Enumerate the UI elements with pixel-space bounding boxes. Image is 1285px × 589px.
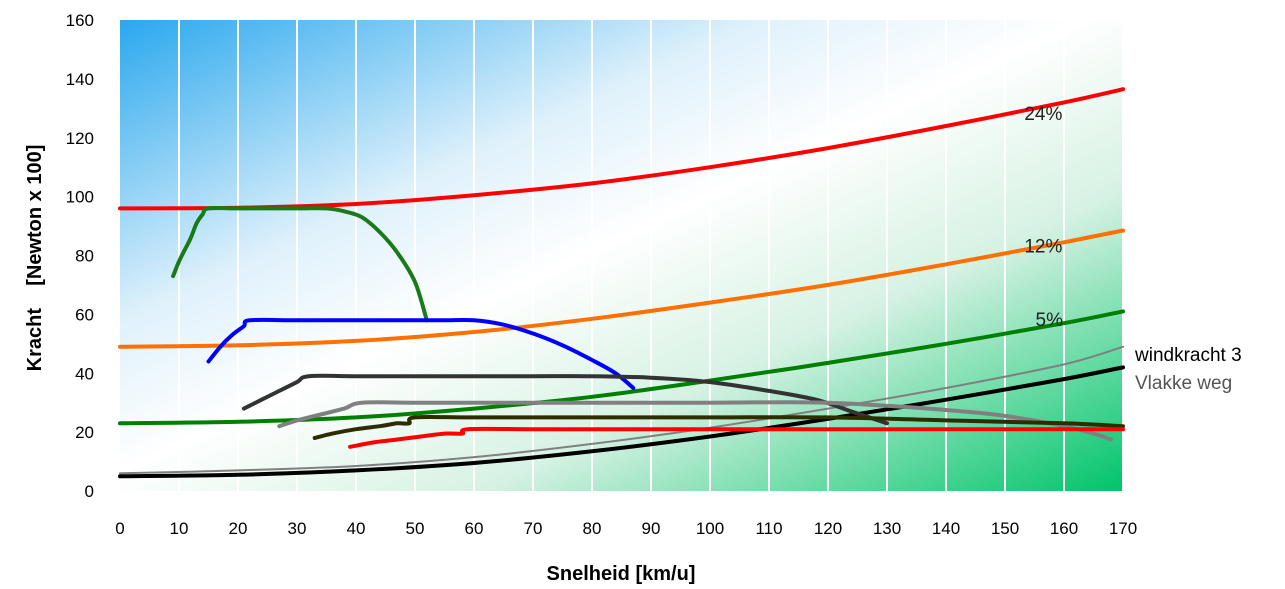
y-tick-label: 160 (66, 11, 94, 30)
x-tick-label: 70 (524, 519, 543, 538)
side-labels: windkracht 3 Vlakke weg (1134, 345, 1242, 394)
y-tick-label: 120 (66, 129, 94, 148)
y-tick-label: 80 (75, 247, 94, 266)
curve-label: 24% (1024, 104, 1062, 125)
x-tick-label: 170 (1109, 519, 1137, 538)
y-tick-label: 20 (75, 423, 94, 442)
x-tick-label: 10 (170, 519, 189, 538)
x-tick-label: 40 (347, 519, 366, 538)
x-tick-label: 90 (642, 519, 661, 538)
y-tick-label: 0 (85, 482, 94, 501)
curve-label: 12% (1024, 237, 1062, 258)
x-tick-label: 160 (1050, 519, 1078, 538)
y-tick-label: 60 (75, 305, 94, 324)
x-tick-label: 50 (406, 519, 425, 538)
x-tick-label: 0 (115, 519, 124, 538)
x-tick-label: 30 (288, 519, 307, 538)
x-tick-label: 140 (932, 519, 960, 538)
curve-label: 5% (1036, 310, 1064, 331)
x-tick-label: 120 (814, 519, 842, 538)
x-axis-ticks: 0 10 20 30 40 50 60 70 80 90 100 110 120 130 140 150 160… (115, 519, 1137, 538)
x-tick-label: 60 (465, 519, 484, 538)
side-label: Vlakke weg (1135, 373, 1232, 394)
x-tick-label: 130 (873, 519, 901, 538)
x-tick-label: 100 (696, 519, 724, 538)
x-axis-title: Snelheid [km/u] (547, 563, 696, 585)
y-axis-ticks: 0 20 40 60 80 100 120 140 160 (66, 11, 94, 501)
x-tick-label: 20 (229, 519, 248, 538)
side-label: windkracht 3 (1134, 345, 1242, 366)
y-tick-label: 100 (66, 188, 94, 207)
y-axis-title: Kracht [Newton x 100] (24, 145, 46, 372)
y-tick-label: 40 (75, 364, 94, 383)
x-tick-label: 150 (991, 519, 1019, 538)
y-tick-label: 140 (66, 70, 94, 89)
x-tick-label: 110 (755, 519, 782, 538)
x-tick-label: 80 (583, 519, 602, 538)
